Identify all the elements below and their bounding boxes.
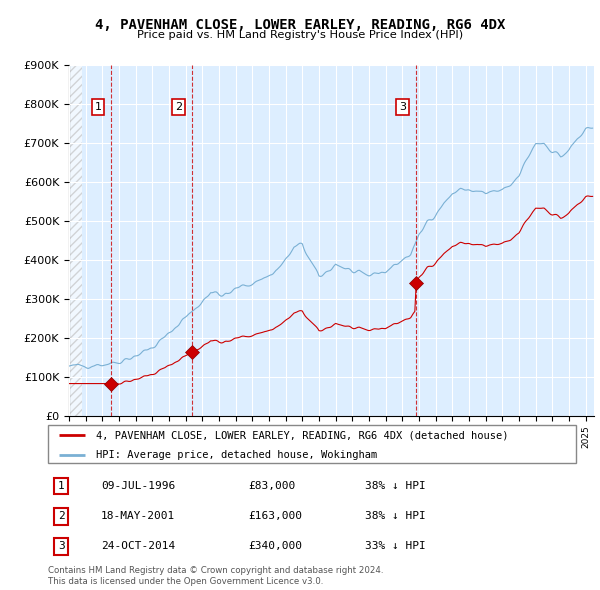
Text: £83,000: £83,000 [248, 481, 296, 491]
Text: 38% ↓ HPI: 38% ↓ HPI [365, 512, 425, 521]
Text: 3: 3 [399, 102, 406, 112]
Text: This data is licensed under the Open Government Licence v3.0.: This data is licensed under the Open Gov… [48, 577, 323, 586]
Text: £163,000: £163,000 [248, 512, 302, 521]
Text: HPI: Average price, detached house, Wokingham: HPI: Average price, detached house, Woki… [95, 450, 377, 460]
Text: Contains HM Land Registry data © Crown copyright and database right 2024.: Contains HM Land Registry data © Crown c… [48, 566, 383, 575]
Text: £340,000: £340,000 [248, 542, 302, 552]
Text: 24-OCT-2014: 24-OCT-2014 [101, 542, 175, 552]
Text: 3: 3 [58, 542, 65, 552]
Text: 2: 2 [175, 102, 182, 112]
FancyBboxPatch shape [48, 425, 576, 463]
Text: 1: 1 [58, 481, 65, 491]
Text: 2: 2 [58, 512, 65, 521]
Text: 1: 1 [94, 102, 101, 112]
Text: Price paid vs. HM Land Registry's House Price Index (HPI): Price paid vs. HM Land Registry's House … [137, 30, 463, 40]
Text: 38% ↓ HPI: 38% ↓ HPI [365, 481, 425, 491]
Polygon shape [69, 65, 82, 416]
Text: 09-JUL-1996: 09-JUL-1996 [101, 481, 175, 491]
Text: 33% ↓ HPI: 33% ↓ HPI [365, 542, 425, 552]
Text: 4, PAVENHAM CLOSE, LOWER EARLEY, READING, RG6 4DX (detached house): 4, PAVENHAM CLOSE, LOWER EARLEY, READING… [95, 430, 508, 440]
Text: 18-MAY-2001: 18-MAY-2001 [101, 512, 175, 521]
Text: 4, PAVENHAM CLOSE, LOWER EARLEY, READING, RG6 4DX: 4, PAVENHAM CLOSE, LOWER EARLEY, READING… [95, 18, 505, 32]
